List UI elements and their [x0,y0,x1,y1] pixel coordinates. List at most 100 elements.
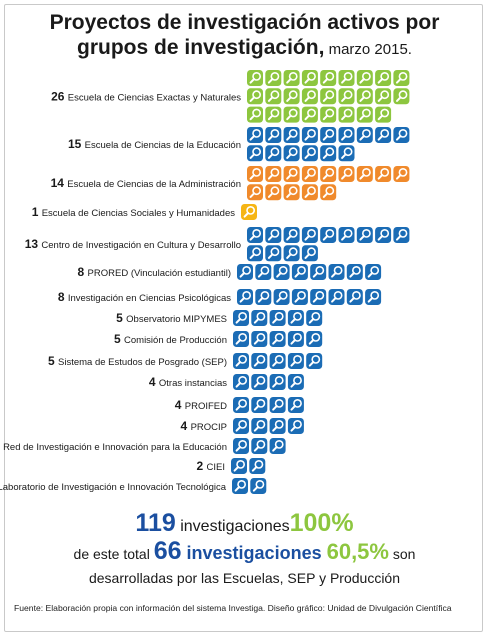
magnifier-icon [247,245,263,262]
row-label-14: 3 Red de Investigación e Innovación para… [0,439,227,453]
magnifier-icon [251,397,268,413]
magnifier-icon [233,438,249,454]
row-category: Escuela de Ciencias de la Educación [85,140,241,151]
magnifier-icon [291,289,308,305]
magnifier-icon [301,70,318,86]
magnifier-icon [301,88,318,105]
row-category: Escuela de Ciencias Sociales y Humanidad… [42,208,236,219]
magnifier-icon [375,88,392,105]
magnifier-icon [269,418,286,434]
magnifier-icon [291,264,308,280]
magnifier-icon [301,227,318,243]
magnifier-icon [301,145,318,162]
magnifier-icon [356,70,373,86]
svg-text:14 Escuela de Ciencias de la A: 14 Escuela de Ciencias de la Administrac… [51,176,241,190]
row-category: Comisión de Producción [124,335,227,346]
svg-text:15 Escuela de Ciencias de la E: 15 Escuela de Ciencias de la Educación [68,137,241,151]
magnifier-icon [301,127,318,143]
svg-text:2 Laboratorio de Investigación: 2 Laboratorio de Investigación e Innovac… [0,479,227,493]
row-category: PRORED (Vinculación estudiantil) [88,268,231,279]
magnifier-icon [310,264,327,280]
magnifier-icon [233,353,249,369]
row-value: 4 [149,375,159,389]
magnifier-icon [375,127,392,143]
magnifier-icon [283,145,300,162]
magnifier-icon [251,353,268,369]
magnifier-icon [251,438,268,454]
magnifier-icon [365,264,382,280]
magnifier-icon [287,331,304,347]
magnifier-icon [247,166,263,182]
magnifier-icon [393,88,410,105]
magnifier-icon [247,227,263,243]
magnifier-icon [320,145,337,162]
magnifier-icon [247,127,263,143]
magnifier-icon [265,88,282,105]
row-category: Observatorio MIPYMES [126,314,227,325]
magnifier-icon [233,331,249,347]
svg-text:8 Investigación en Ciencias Ps: 8 Investigación en Ciencias Psicológicas [58,290,231,304]
row-category: Escuela de Ciencias de la Administración [67,179,241,190]
magnifier-icon [232,478,248,494]
row-value: 4 [181,419,191,433]
magnifier-icon [375,227,392,243]
magnifier-icon [320,166,337,182]
magnifier-icon [247,88,263,105]
row-label-12: 4 PROIFED [175,398,227,412]
magnifier-icon [320,184,337,201]
magnifier-icon [356,88,373,105]
magnifier-icon [233,418,249,434]
magnifier-icon [247,145,263,162]
magnifier-icon [375,70,392,86]
row-value: 5 [114,332,124,346]
magnifier-icon [287,310,304,326]
row-label-13: 4 PROCIP [181,419,227,433]
svg-text:3 Red de Investigación e Innov: 3 Red de Investigación e Innovación para… [0,439,227,453]
magnifier-icon [231,458,247,474]
summary-line-2: de este total 66 investigaciones 60,5% s… [0,537,489,566]
magnifier-icon [320,106,337,123]
magnifier-icon [356,106,373,123]
magnifier-icon [338,127,355,143]
title-main: grupos de investigación, [77,36,325,59]
magnifier-icon [283,88,300,105]
magnifier-icon [233,374,249,390]
row-label-5: 13 Centro de Investigación en Cultura y … [25,237,241,251]
magnifier-icon [269,397,286,413]
summary-total-text: investigaciones [175,518,290,535]
magnifier-icon [338,166,355,182]
magnifier-icon [283,106,300,123]
pictograph-chart: 26 Escuela de Ciencias Exactas y Natural… [0,70,410,494]
magnifier-icon [328,289,345,305]
magnifier-icon [393,127,410,143]
row-label-1: 26 Escuela de Ciencias Exactas y Natural… [51,89,241,103]
row-label-2: 15 Escuela de Ciencias de la Educación [68,137,241,151]
magnifier-icon [338,88,355,105]
magnifier-icon [320,88,337,105]
summary-sub-prefix: de este total [73,546,154,562]
magnifier-icon [265,166,282,182]
magnifier-icon [365,289,382,305]
magnifier-icon [269,374,286,390]
magnifier-icon [320,70,337,86]
magnifier-icon [338,145,355,162]
row-label-15: 2 CIEI [197,459,226,473]
magnifier-icon [273,264,290,280]
row-category: Otras instancias [159,378,227,389]
magnifier-icon [251,374,268,390]
magnifier-icon [265,184,282,201]
magnifier-icon [251,418,268,434]
magnifier-icon [356,127,373,143]
svg-text:4 PROCIP: 4 PROCIP [181,419,227,433]
svg-text:26 Escuela de Ciencias Exactas: 26 Escuela de Ciencias Exactas y Natural… [51,89,241,103]
row-label-10: 5 Sistema de Estudos de Posgrado (SEP) [48,354,227,368]
magnifier-icon [265,245,282,262]
magnifier-icon [393,227,410,243]
magnifier-icon [265,106,282,123]
svg-text:1 Escuela de Ciencias Sociales: 1 Escuela de Ciencias Sociales y Humanid… [32,205,236,219]
magnifier-icon [346,264,363,280]
magnifier-icon [338,227,355,243]
row-label-9: 5 Comisión de Producción [114,332,227,346]
row-value: 5 [116,311,126,325]
summary-sub-suffix: son [388,546,416,562]
